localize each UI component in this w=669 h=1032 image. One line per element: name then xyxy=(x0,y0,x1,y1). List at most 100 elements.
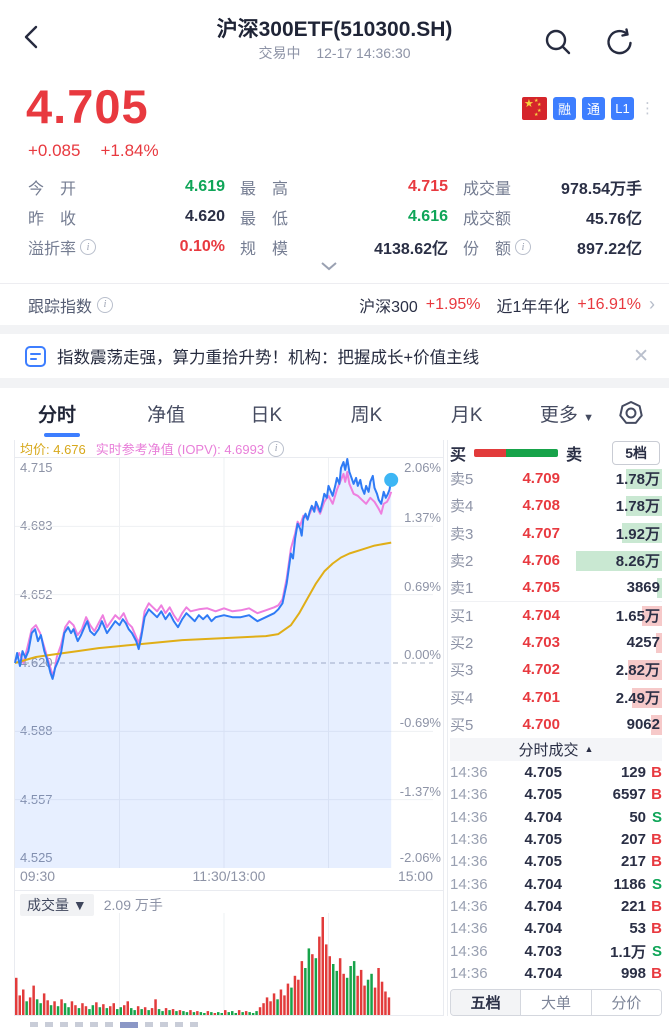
stat-value: 4.715 xyxy=(407,178,448,195)
volume-selector[interactable]: 成交量 ▼ xyxy=(20,894,94,916)
iopv-legend: 实时参考净值 (IOPV): 4.6993 i xyxy=(96,439,285,458)
order-book-rows: 卖5 4.709 1.78万 卖4 4.708 1.78万 卖3 4.707 1.92万 卖2 4.… xyxy=(450,465,662,738)
tape-price: 4.703 xyxy=(524,942,562,960)
chevron-right-icon: › xyxy=(649,294,655,314)
tape-volume: 129 xyxy=(620,763,646,781)
info-icon[interactable]: i xyxy=(515,239,532,255)
settings-gear-icon[interactable] xyxy=(617,399,645,427)
order-book-row[interactable]: 买1 4.704 1.65万 xyxy=(450,600,662,629)
stat-cell: 成交量 978.54万手 xyxy=(463,172,642,202)
stat-cell: 溢折率 i 0.10% xyxy=(28,232,225,262)
tab-nav[interactable]: 净值 xyxy=(147,404,186,426)
info-icon[interactable]: i xyxy=(268,440,285,457)
intraday-chart[interactable]: 4.715 4.683 4.652 4.620 4.588 4.557 4.525 2.06%… xyxy=(14,458,444,868)
tape-side: S xyxy=(651,808,662,826)
footer-tab-1[interactable]: 五档 xyxy=(451,989,521,1015)
tape-row: 14:36 4.705 207 B xyxy=(450,828,662,850)
time-axis: 09:30 11:30/13:00 15:00 xyxy=(14,868,444,890)
l1-badge[interactable]: L1 xyxy=(611,97,634,120)
stat-label: 最 低 xyxy=(240,211,289,228)
stat-value: 4138.62亿 xyxy=(374,241,448,258)
refresh-icon[interactable] xyxy=(604,26,636,58)
tape-side: B xyxy=(651,830,662,848)
connect-badge[interactable]: 通 xyxy=(582,97,605,120)
order-volume-bar xyxy=(622,523,662,544)
expand-chevron-icon[interactable] xyxy=(320,261,350,271)
order-book-row[interactable]: 卖1 4.705 3869 xyxy=(450,574,662,601)
annualized-change: +16.91% xyxy=(577,295,641,313)
order-volume-bar xyxy=(576,550,662,571)
y-axis-pct-label: 1.37% xyxy=(404,510,441,526)
depth-level-button[interactable]: 5档 xyxy=(612,440,660,465)
tape-volume: 221 xyxy=(620,898,646,916)
order-book-row[interactable]: 卖2 4.706 8.26万 xyxy=(450,547,662,574)
order-price: 4.707 xyxy=(522,524,560,542)
tape-row: 14:36 4.705 129 B xyxy=(450,761,662,783)
order-book-row[interactable]: 卖4 4.708 1.78万 xyxy=(450,492,662,519)
order-book-row[interactable]: 卖5 4.709 1.78万 xyxy=(450,465,662,492)
footer-tab-2[interactable]: 大单 xyxy=(520,989,591,1015)
close-icon[interactable]: ✕ xyxy=(633,345,649,367)
volume-panel[interactable]: 成交量 ▼ 2.09 万手 xyxy=(14,890,444,1016)
order-volume: 2.82万 xyxy=(615,662,660,680)
order-volume: 2.49万 xyxy=(615,689,660,707)
info-icon[interactable]: i xyxy=(80,239,97,255)
stat-value: 45.76亿 xyxy=(585,211,642,228)
tab-intraday[interactable]: 分时 xyxy=(24,400,116,437)
order-book-row[interactable]: 买5 4.700 9062 xyxy=(450,711,662,738)
datetime-text: 12-17 14:36:30 xyxy=(316,45,411,61)
tape-side: S xyxy=(651,942,662,960)
stat-cell: 昨 收 4.620 xyxy=(28,202,225,232)
stat-value: 4.619 xyxy=(184,178,225,195)
footer-tab-3[interactable]: 分价 xyxy=(590,989,661,1015)
buy-sell-ratio-bar xyxy=(474,448,559,457)
order-volume: 3869 xyxy=(626,578,660,596)
order-volume-bar xyxy=(657,577,662,598)
order-book-panel: 买 卖 5档 卖5 4.709 1.78万 卖4 4.708 1.78万 卖3 4.707 1.… xyxy=(450,440,662,1016)
tape-side: B xyxy=(651,965,662,983)
order-volume: 1.92万 xyxy=(615,525,660,543)
caret-down-icon: ▼ xyxy=(583,411,594,424)
stat-cell: 最 低 4.616 xyxy=(240,202,448,232)
info-icon[interactable]: i xyxy=(97,296,114,313)
y-axis-pct-label: -2.06% xyxy=(399,850,441,865)
status-text: 交易中 xyxy=(258,45,301,61)
back-icon[interactable] xyxy=(18,22,46,52)
search-icon[interactable] xyxy=(542,26,574,58)
order-volume-bar xyxy=(626,496,662,517)
order-book-row[interactable]: 买2 4.703 4257 xyxy=(450,629,662,656)
order-book-row[interactable]: 买4 4.701 2.49万 xyxy=(450,684,662,711)
tape-side: B xyxy=(651,786,662,804)
tape-header[interactable]: 分时成交 ▲ xyxy=(450,737,662,762)
tape-side: B xyxy=(651,853,662,871)
y-axis-price-label: 4.525 xyxy=(20,850,53,865)
tab-daily-k[interactable]: 日K xyxy=(250,404,283,426)
news-banner[interactable]: 指数震荡走强，算力重拾升势！机构：把握成长+价值主线 ✕ xyxy=(0,334,669,378)
order-book-row[interactable]: 卖3 4.707 1.92万 xyxy=(450,519,662,546)
tab-monthly-k[interactable]: 月K xyxy=(450,404,483,426)
order-volume: 8.26万 xyxy=(615,552,660,570)
caret-up-icon: ▲ xyxy=(584,744,594,755)
panel-divider xyxy=(447,440,448,1016)
tape-time: 14:36 xyxy=(450,920,488,938)
tape-time: 14:36 xyxy=(450,763,488,781)
tape-price: 4.704 xyxy=(524,808,562,826)
tape-price: 4.705 xyxy=(524,830,562,848)
price-change: +0.085 +1.84% xyxy=(28,141,179,161)
stat-label: 昨 收 xyxy=(28,211,77,228)
order-level: 卖5 xyxy=(450,471,474,489)
china-flag-icon: ★ ★ ★ ★ ★ xyxy=(522,97,547,120)
tab-weekly-k[interactable]: 周K xyxy=(350,404,383,426)
order-book-row[interactable]: 买3 4.702 2.82万 xyxy=(450,656,662,683)
buy-label: 买 xyxy=(450,446,467,464)
tab-more[interactable]: 更多 ▼ xyxy=(539,404,594,426)
tape-time: 14:36 xyxy=(450,786,488,804)
tracking-index-row[interactable]: 跟踪指数 i 沪深300 +1.95% 近1年年化 +16.91% › xyxy=(0,284,669,325)
clipped-legend-partial xyxy=(30,1022,198,1030)
tape-row: 14:36 4.705 6597 B xyxy=(450,783,662,805)
tape-row: 14:36 4.704 221 B xyxy=(450,895,662,917)
order-volume-bar xyxy=(628,660,662,681)
margin-badge[interactable]: 融 xyxy=(553,97,576,120)
stat-cell: 份 额 i 897.22亿 xyxy=(463,232,642,262)
